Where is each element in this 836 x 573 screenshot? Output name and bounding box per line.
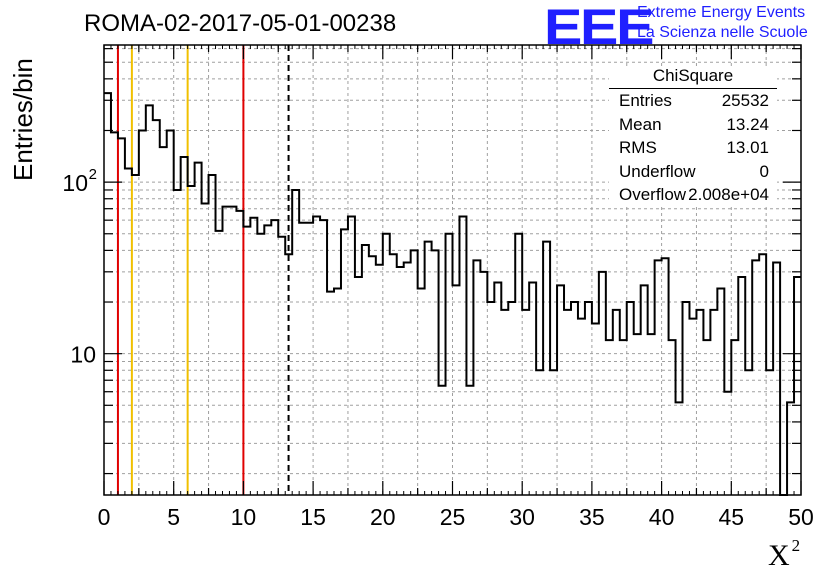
stats-label: Overflow <box>619 185 687 204</box>
x-tick-label: 45 <box>719 504 745 530</box>
stats-row: RMS 13.01 <box>609 136 777 160</box>
stats-row: Mean 13.24 <box>609 113 777 137</box>
x-axis-label-superscript: 2 <box>791 536 801 555</box>
grid-lines <box>104 45 801 495</box>
stats-label: Mean <box>619 114 662 134</box>
histogram-series <box>104 92 801 496</box>
stats-value: 0 <box>759 161 769 181</box>
x-tick-label: 40 <box>649 504 675 530</box>
chart-title: ROMA-02-2017-05-01-00238 <box>84 10 397 37</box>
x-tick-label: 50 <box>788 504 814 530</box>
x-tick-label: 0 <box>98 504 111 530</box>
x-tick-label: 20 <box>370 504 396 530</box>
y-axis-label: Entries/bin <box>8 58 38 181</box>
stats-row: Entries 25532 <box>609 89 777 113</box>
x-tick-label: 30 <box>509 504 535 530</box>
stats-value: 13.01 <box>726 138 769 157</box>
logo-line-2: La Scienza nelle Scuole <box>637 24 808 41</box>
stats-value: 2.008e+04 <box>688 185 769 204</box>
x-tick-label: 25 <box>440 504 466 530</box>
x-axis-label-text: X <box>768 539 790 572</box>
stats-box: ChiSquare Entries 25532 Mean 13.24 RMS 13.0… <box>609 66 777 207</box>
logo-line-1: Extreme Energy Events <box>637 4 806 21</box>
eee-logo: EEE <box>544 0 654 55</box>
x-tick-label: 15 <box>300 504 326 530</box>
stats-value: 13.24 <box>726 114 769 134</box>
x-tick-label: 35 <box>579 504 605 530</box>
y-tick-label-exponent: 2 <box>89 166 97 183</box>
stats-row: Underflow 0 <box>609 160 777 184</box>
stats-value: 25532 <box>721 91 769 110</box>
stats-label: RMS <box>619 138 657 157</box>
x-tick-label: 5 <box>167 504 180 530</box>
stats-label: Underflow <box>619 161 696 181</box>
y-tick-label: 10 <box>62 170 88 196</box>
stats-title: ChiSquare <box>609 66 777 89</box>
x-tick-labels: 0 5 10 15 20 25 30 35 40 45 50 <box>98 504 814 530</box>
stats-row: Overflow 2.008e+04 <box>609 183 777 207</box>
stats-label: Entries <box>619 91 672 110</box>
x-tick-label: 10 <box>231 504 257 530</box>
plot-frame <box>103 44 802 496</box>
marker-lines <box>116 45 290 495</box>
y-tick-label: 10 <box>70 342 96 368</box>
